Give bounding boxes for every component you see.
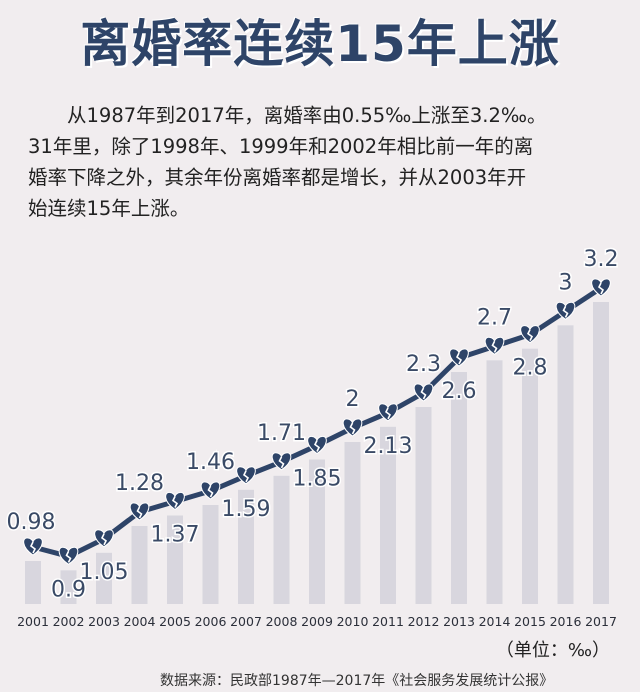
- heart-crack-mark: [349, 422, 356, 435]
- heart-crack-mark: [597, 282, 605, 295]
- background-bar: [344, 442, 361, 604]
- data-label: 1.28: [115, 471, 164, 496]
- x-tick-label: 2006: [195, 614, 227, 629]
- data-label: 3: [559, 270, 573, 295]
- data-label: 2.6: [442, 379, 477, 404]
- heart-crack-mark: [29, 541, 37, 554]
- heart-crack-mark: [420, 387, 427, 400]
- data-label: 2.8: [513, 356, 548, 381]
- background-bar: [415, 407, 432, 604]
- background-bar: [60, 570, 77, 604]
- data-label: 1.46: [186, 450, 235, 475]
- data-label: 1.71: [257, 421, 306, 446]
- summary-paragraph: 从1987年到2017年，离婚率由0.55‰上涨至3.2‰。 31年里，除了19…: [28, 100, 610, 224]
- background-bar: [451, 372, 467, 604]
- heart-crack-mark: [136, 506, 143, 519]
- x-tick-label: 2015: [514, 614, 546, 629]
- background-bar: [486, 360, 503, 604]
- heart-crack-mark: [491, 340, 498, 353]
- x-tick-label: 2008: [266, 614, 298, 629]
- data-label: 2.3: [406, 352, 441, 377]
- source-note: 数据来源：民政部1987年—2017年《社会服务发展统计公报》: [160, 673, 554, 689]
- x-tick-label: 2013: [443, 614, 475, 629]
- x-tick-label: 2010: [337, 614, 369, 629]
- paragraph-line: 31年里，除了1998年、1999年和2002年相比前一年的离: [28, 135, 534, 158]
- broken-heart-icon: [236, 466, 256, 485]
- heart-crack-mark: [562, 305, 569, 318]
- page-title: 离婚率连续15年上涨: [80, 15, 560, 73]
- data-label: 0.9: [51, 577, 86, 602]
- background-bar: [131, 526, 148, 604]
- background-bar: [238, 489, 254, 604]
- heart-crack-mark: [242, 470, 250, 483]
- paragraph-line: 始连续15年上涨。: [28, 197, 190, 220]
- x-tick-label: 2016: [550, 614, 582, 629]
- background-bar: [522, 348, 538, 604]
- x-tick-label: 2014: [479, 614, 511, 629]
- heart-crack-mark: [455, 352, 463, 365]
- data-label: 1.59: [222, 497, 271, 522]
- heart-crack-mark: [526, 329, 534, 342]
- data-label: 1.85: [293, 467, 342, 492]
- data-label: 2.7: [477, 305, 512, 330]
- x-tick-label: 2002: [53, 614, 85, 629]
- broken-heart-icon: [484, 336, 505, 355]
- x-tick-label: 2009: [301, 614, 333, 629]
- data-label: 2.13: [364, 434, 413, 459]
- background-bar: [380, 426, 396, 604]
- background-bar: [96, 552, 112, 604]
- unit-label: （单位：‰）: [495, 640, 610, 661]
- broken-heart-icon: [555, 301, 576, 320]
- background-bar: [202, 505, 219, 604]
- broken-heart-icon: [378, 403, 398, 422]
- x-tick-label: 2001: [17, 614, 49, 629]
- data-label: 3.2: [584, 247, 619, 272]
- background-bar: [167, 515, 183, 604]
- paragraph-line: 婚率下降之外，其余年份离婚率都是增长，并从2003年开: [28, 166, 527, 189]
- heart-crack-mark: [313, 440, 321, 452]
- background-bar: [557, 325, 574, 604]
- background-bar: [309, 459, 325, 604]
- data-label: 2: [346, 387, 360, 412]
- heart-crack-mark: [65, 550, 72, 563]
- x-tick-label: 2017: [585, 614, 617, 629]
- data-label: 0.98: [7, 510, 56, 535]
- data-label: 1.05: [80, 560, 129, 585]
- background-bar: [25, 561, 41, 604]
- broken-heart-icon: [58, 546, 79, 565]
- background-bar: [593, 302, 609, 604]
- broken-heart-icon: [94, 529, 114, 548]
- background-bar: [273, 475, 290, 604]
- paragraph-line: 从1987年到2017年，离婚率由0.55‰上涨至3.2‰。: [28, 104, 547, 127]
- heart-crack-mark: [171, 496, 179, 508]
- broken-heart-icon: [271, 452, 292, 471]
- heart-crack-mark: [384, 407, 392, 420]
- heart-crack-mark: [207, 485, 214, 498]
- x-tick-label: 2003: [88, 614, 120, 629]
- x-tick-label: 2012: [408, 614, 440, 629]
- x-tick-label: 2007: [230, 614, 262, 629]
- x-tick-label: 2011: [372, 614, 404, 629]
- x-tick-label: 2004: [124, 614, 156, 629]
- x-tick-label: 2005: [159, 614, 191, 629]
- heart-crack-mark: [278, 456, 285, 469]
- heart-crack-mark: [100, 533, 108, 546]
- data-label: 1.37: [151, 523, 200, 548]
